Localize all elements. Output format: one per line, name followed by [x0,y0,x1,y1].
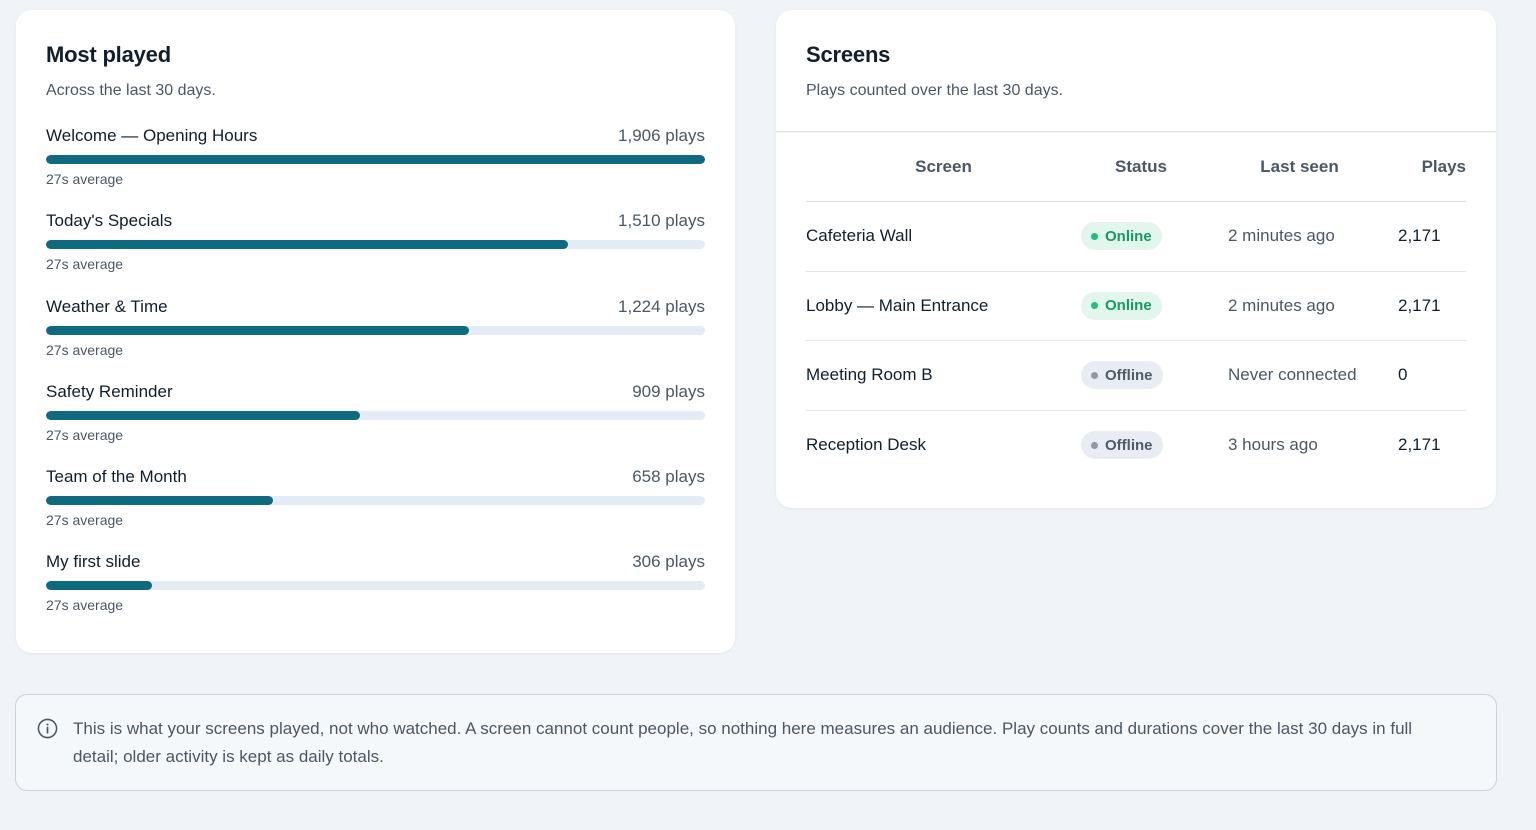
screens-subtitle: Plays counted over the last 30 days. [806,82,1064,99]
most-played-list: Welcome — Opening Hours 1,906 plays 27s av… [46,126,705,638]
slide-name: My first slide [46,552,141,572]
slide-name: Weather & Time [46,296,168,316]
status-dot-icon [1091,371,1098,379]
status-dot-icon [1091,232,1098,240]
screens-table-body: Cafeteria Wall Online 2 minutes ago 2,171 Lo… [806,202,1466,480]
play-count: 658 plays [632,467,705,487]
average-duration: 27s average [46,597,124,614]
play-count: 909 plays [632,381,705,401]
most-played-item: Today's Specials 1,510 plays 27s average [46,211,705,296]
table-row[interactable]: Lobby — Main Entrance Online 2 minutes ago… [806,272,1466,341]
column-header-plays[interactable]: Plays [1421,156,1466,176]
play-bar-track [46,155,705,164]
average-duration: 27s average [46,512,124,529]
plays-value: 2,171 [1398,226,1441,246]
table-row[interactable]: Reception Desk Offline 3 hours ago 2,171 [806,411,1466,481]
play-count: 306 plays [632,552,705,572]
most-played-item-header: Welcome — Opening Hours 1,906 plays [46,126,705,146]
info-icon [37,718,58,739]
status-badge: Offline [1081,431,1163,460]
table-row[interactable]: Meeting Room B Offline Never connected 0 [806,341,1466,411]
play-bar-track [46,496,705,506]
notice-text: This is what your screens played, not wh… [73,719,1413,766]
slide-name: Safety Reminder [46,381,173,401]
most-played-title: Most played [46,42,171,67]
most-played-item: Weather & Time 1,224 plays 27s average [46,297,705,382]
status-cell: Offline [1081,361,1201,390]
screens-table: Screen Status Last seen Plays Cafeteria … [806,132,1466,480]
screen-name[interactable]: Meeting Room B [806,365,933,385]
play-count: 1,224 plays [618,296,705,316]
slide-name: Team of the Month [46,467,187,487]
screen-name[interactable]: Reception Desk [806,435,927,455]
status-cell: Offline [1081,431,1201,460]
play-bar-track [46,240,705,250]
play-bar-track [46,410,705,420]
most-played-item-header: Weather & Time 1,224 plays [46,297,705,317]
last-seen: 2 minutes ago [1228,295,1335,315]
most-played-item-header: Safety Reminder 909 plays [46,382,705,402]
average-duration: 27s average [46,256,124,273]
most-played-item: Team of the Month 658 plays 27s average [46,467,705,552]
status-badge: Online [1081,222,1162,251]
play-bar-track [46,325,705,335]
screens-header: Screens Plays counted over the last 30 d… [776,10,1496,132]
status-dot-icon [1091,302,1098,310]
play-bar-fill [46,410,361,420]
last-seen: Never connected [1228,365,1357,385]
status-badge: Online [1081,291,1162,320]
plays-value: 2,171 [1398,295,1441,315]
most-played-item-header: Today's Specials 1,510 plays [46,211,705,231]
play-bar-fill [46,155,705,164]
screen-name[interactable]: Cafeteria Wall [806,226,913,246]
screen-name[interactable]: Lobby — Main Entrance [806,295,989,315]
status-label: Offline [1105,366,1153,384]
status-label: Online [1105,297,1152,315]
status-cell: Online [1081,291,1201,320]
status-cell: Online [1081,222,1201,251]
average-duration: 27s average [46,341,124,358]
play-count: 1,510 plays [618,211,705,231]
most-played-card: Most played Across the last 30 days. Wel… [16,10,735,653]
slide-name: Today's Specials [46,211,173,231]
column-header-screen[interactable]: Screen [915,156,972,176]
plays-value: 2,171 [1398,435,1441,455]
most-played-item: Welcome — Opening Hours 1,906 plays 27s av… [46,126,705,211]
play-bar-fill [46,581,153,591]
play-bar-fill [46,240,568,250]
average-duration: 27s average [46,426,124,443]
average-duration: 27s average [46,171,124,187]
most-played-item-header: My first slide 306 plays [46,552,705,572]
play-bar-track [46,581,705,591]
most-played-item-header: Team of the Month 658 plays [46,467,705,487]
column-header-status[interactable]: Status [1115,156,1167,176]
status-badge: Offline [1081,361,1163,390]
most-played-item: Safety Reminder 909 plays 27s average [46,382,705,467]
most-played-item: My first slide 306 plays 27s average [46,552,705,637]
status-dot-icon [1091,441,1098,449]
screens-table-header: Screen Status Last seen Plays [806,132,1466,202]
slide-name: Welcome — Opening Hours [46,126,258,145]
play-count: 1,906 plays [618,126,705,145]
status-label: Online [1105,227,1152,245]
play-bar-fill [46,325,470,335]
table-row[interactable]: Cafeteria Wall Online 2 minutes ago 2,171 [806,202,1466,272]
most-played-subtitle: Across the last 30 days. [46,82,216,99]
column-header-last-seen[interactable]: Last seen [1260,156,1339,176]
screens-card: Screens Plays counted over the last 30 d… [776,10,1496,508]
status-label: Offline [1105,436,1153,454]
info-notice: This is what your screens played, not wh… [15,694,1497,791]
screens-title: Screens [806,42,891,67]
plays-value: 0 [1398,365,1408,385]
last-seen: 3 hours ago [1228,435,1318,455]
last-seen: 2 minutes ago [1228,226,1335,246]
play-bar-fill [46,496,274,506]
